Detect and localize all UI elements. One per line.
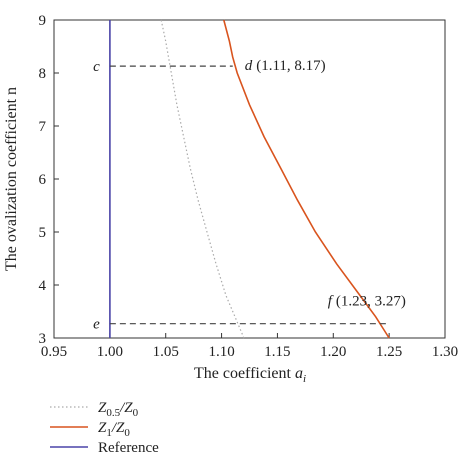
series-line-z1	[223, 19, 390, 339]
series-line-z05	[160, 19, 245, 339]
x-axis-title-sub: i	[303, 373, 306, 385]
y-tick-label: 7	[39, 119, 47, 135]
y-tick-label: 3	[39, 331, 47, 347]
y-tick-label: 8	[39, 66, 47, 82]
y-tick-label: 6	[39, 172, 47, 188]
legend-label: Reference	[98, 440, 159, 456]
annotation-coords: (1.11, 8.17)	[256, 58, 325, 74]
y-tick-label: 4	[39, 278, 47, 294]
annotation-letter: e	[93, 317, 100, 333]
x-tick-label: 1.30	[432, 344, 458, 360]
x-tick-label: 1.10	[208, 344, 234, 360]
ticks: 0.95 1.00 1.05 1.10 1.15 1.20 1.25 1.30 3 4 5 6 7 8 9	[39, 13, 459, 360]
guides-group	[109, 65, 390, 325]
legend-item-reference: Reference	[50, 440, 159, 456]
x-tick-label: 0.95	[41, 344, 67, 360]
annotations-group: c d (1.11, 8.17) e f (1.23, 3.27)	[93, 58, 406, 333]
annotation-letter: f	[328, 294, 334, 310]
annotation-letter: c	[93, 59, 100, 75]
legend-label: Z0.5/Z0	[98, 400, 139, 419]
annotation-d: d (1.11, 8.17)	[245, 58, 326, 74]
x-axis-title: The coefficient ai	[194, 365, 306, 385]
x-tick-label: 1.00	[97, 344, 123, 360]
annotation-letter: d	[245, 58, 253, 74]
annotation-e: e	[93, 317, 100, 333]
y-axis-title: The ovalization coefficient n	[3, 87, 20, 271]
series-group	[109, 19, 390, 339]
x-tick-label: 1.20	[320, 344, 346, 360]
legend-item-z05: Z0.5/Z0	[50, 400, 139, 419]
legend-label: Z1/Z0	[98, 420, 130, 439]
annotation-c: c	[93, 59, 100, 75]
x-tick-label: 1.25	[376, 344, 402, 360]
x-axis-title-main: The coefficient	[194, 365, 295, 382]
y-tick-label: 9	[39, 13, 47, 29]
y-tick-label: 5	[39, 225, 47, 241]
x-axis-title-var: a	[295, 365, 303, 382]
annotation-coords: (1.23, 3.27)	[336, 294, 406, 310]
annotation-f: f (1.23, 3.27)	[328, 294, 406, 310]
x-tick-label: 1.15	[264, 344, 290, 360]
legend-item-z1: Z1/Z0	[50, 420, 130, 439]
x-tick-label: 1.05	[153, 344, 179, 360]
